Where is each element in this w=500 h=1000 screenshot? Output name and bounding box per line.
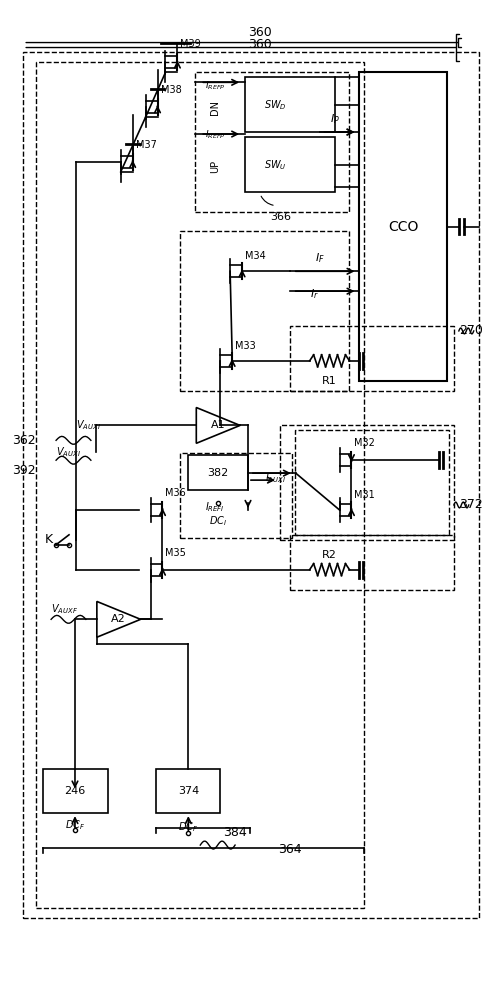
Text: M39: M39 [180, 39, 201, 49]
Text: $V_{AUXF}$: $V_{AUXF}$ [51, 602, 78, 616]
Text: $DC_F$: $DC_F$ [65, 818, 85, 832]
Bar [290, 535, 454, 589]
Bar [360, 72, 447, 381]
Text: DN: DN [210, 100, 220, 115]
Bar [196, 72, 350, 212]
Text: 246: 246 [64, 786, 86, 796]
Text: M33: M33 [235, 341, 256, 351]
Text: $I_{REFP}$: $I_{REFP}$ [206, 79, 226, 92]
Bar [245, 137, 334, 192]
Bar [245, 77, 334, 132]
Text: 362: 362 [12, 434, 36, 447]
Text: $SW_D$: $SW_D$ [264, 98, 286, 112]
Text: $V_{AUXI}$: $V_{AUXI}$ [56, 445, 81, 459]
Bar [156, 768, 220, 813]
Text: $I_{REFP}$: $I_{REFP}$ [206, 129, 226, 141]
Text: $V_{AUXI}$: $V_{AUXI}$ [76, 419, 101, 432]
Text: 374: 374 [178, 786, 199, 796]
Text: $I_F$: $I_F$ [314, 252, 324, 265]
Text: 360: 360 [248, 26, 272, 39]
Text: M37: M37 [136, 140, 156, 150]
Text: 364: 364 [278, 843, 301, 856]
Bar [43, 768, 108, 813]
Text: $SW_U$: $SW_U$ [264, 158, 286, 172]
Bar [295, 430, 449, 535]
Text: $I_P$: $I_P$ [330, 112, 340, 126]
Text: M36: M36 [166, 488, 186, 498]
Text: R1: R1 [322, 376, 337, 386]
Bar [188, 455, 248, 490]
Text: 384: 384 [223, 826, 247, 839]
Text: R2: R2 [322, 550, 337, 560]
Text: 382: 382 [208, 468, 229, 478]
Text: M35: M35 [166, 548, 186, 558]
Text: 270: 270 [459, 324, 482, 337]
Bar [24, 52, 478, 918]
Polygon shape [97, 601, 140, 637]
Text: $I_{AUXI}$: $I_{AUXI}$ [265, 471, 286, 485]
Text: M31: M31 [354, 490, 375, 500]
Text: 366: 366 [270, 212, 291, 222]
Bar [36, 62, 364, 908]
Text: CCO: CCO [388, 220, 418, 234]
Bar [290, 326, 454, 391]
Text: $DC_I$: $DC_I$ [209, 514, 227, 528]
Text: $I_r$: $I_r$ [310, 287, 319, 301]
Text: A1: A1 [211, 420, 226, 430]
Text: M38: M38 [160, 85, 181, 95]
Text: M32: M32 [354, 438, 376, 448]
Text: 372: 372 [459, 498, 482, 511]
Text: A2: A2 [112, 614, 126, 624]
Text: $DC_F$: $DC_F$ [178, 820, 199, 834]
Text: K: K [45, 533, 53, 546]
Text: UP: UP [210, 160, 220, 173]
Text: M34: M34 [245, 251, 266, 261]
Bar [180, 232, 350, 391]
Text: 392: 392 [12, 464, 36, 477]
Bar [280, 425, 454, 540]
Text: $I_{REFI}$: $I_{REFI}$ [206, 500, 225, 514]
Text: 360: 360 [248, 38, 272, 51]
Bar [180, 453, 292, 538]
Polygon shape [196, 408, 240, 443]
